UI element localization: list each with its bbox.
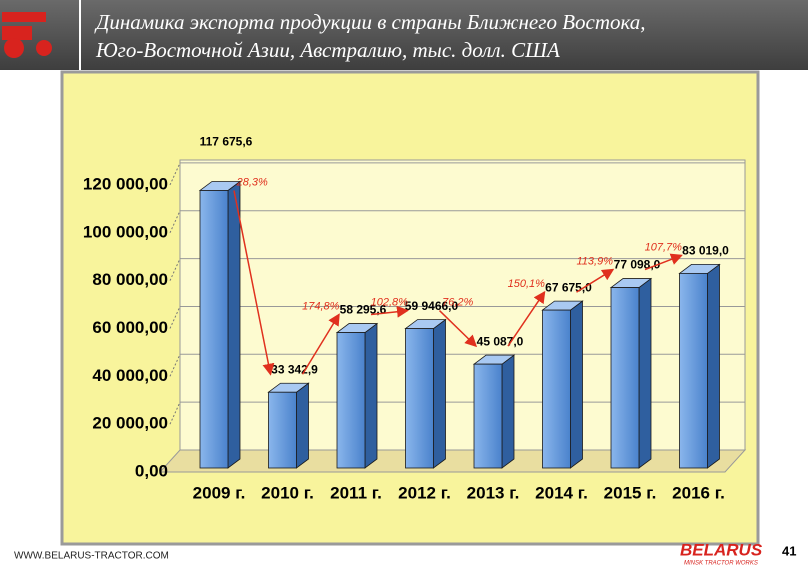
- bar-side: [638, 277, 652, 469]
- brand-sub: MINSK TRACTOR WORKS: [684, 561, 758, 567]
- data-label: 59 9466,0: [405, 299, 459, 313]
- trend-arrow: [233, 190, 275, 376]
- annotation: 102,8%: [371, 296, 409, 308]
- trend-arrow: [644, 253, 683, 271]
- bar: [336, 332, 366, 469]
- x-tick-label: 2013 г.: [467, 483, 520, 502]
- bar: [542, 309, 571, 469]
- grid-connector: [169, 354, 181, 377]
- grid-connector: [169, 210, 181, 233]
- annotation: 113,9%: [577, 255, 614, 267]
- bar: [610, 287, 640, 469]
- bar-side: [433, 318, 446, 469]
- x-tick-label: 2014 г.: [535, 483, 588, 502]
- trend-arrow: [576, 268, 615, 293]
- bar-side: [570, 300, 583, 469]
- x-tick-label: 2012 г.: [398, 483, 451, 502]
- y-tick-label: 0,00: [135, 461, 168, 480]
- title: Юго-Восточной Азии, Австралию, тыс. долл…: [95, 38, 560, 62]
- logo: [2, 12, 52, 58]
- y-tick-label: 40 000,00: [92, 366, 168, 385]
- trend-arrow: [301, 313, 340, 375]
- grid-connector: [169, 306, 181, 329]
- y-tick-label: 120 000,00: [83, 174, 168, 193]
- y-tick-label: 60 000,00: [92, 318, 168, 337]
- bar-side: [501, 354, 515, 469]
- y-tick-label: 100 000,00: [83, 222, 168, 241]
- data-label: 77 098,0: [614, 258, 661, 272]
- bar-side: [296, 382, 309, 469]
- bar: [473, 363, 503, 469]
- page-number: 41: [782, 543, 796, 558]
- y-tick-label: 80 000,00: [92, 270, 168, 289]
- data-label: 45 087,0: [477, 334, 524, 348]
- data-label: 67 675,0: [545, 280, 592, 294]
- trend-arrow: [438, 310, 478, 348]
- bar-side: [707, 263, 720, 469]
- title: Динамика экспорта продукции в страны Бли…: [94, 10, 646, 34]
- footer-url: WWW.BELARUS-TRACTOR.COM: [14, 551, 169, 562]
- bar: [199, 190, 229, 469]
- x-tick-label: 2015 г.: [604, 483, 657, 502]
- trend-arrow: [507, 290, 546, 347]
- annotation: 76,2%: [442, 296, 473, 308]
- bar: [268, 391, 297, 469]
- floor: [158, 449, 747, 473]
- annotation: 174,8%: [302, 300, 340, 312]
- annotation: 28,3%: [236, 176, 268, 188]
- grid-connector: [169, 401, 181, 425]
- grid-connector: [169, 162, 181, 186]
- grid-connector: [169, 258, 181, 281]
- bar-side: [227, 180, 241, 469]
- data-label: 33 342,9: [271, 362, 318, 376]
- back-wall: [179, 159, 746, 471]
- header-band: [0, 0, 808, 70]
- x-tick-label: 2016 г.: [672, 483, 725, 502]
- x-tick-label: 2011 г.: [330, 483, 382, 502]
- x-tick-label: 2009 г.: [193, 483, 246, 502]
- data-label: 83 019,0: [682, 244, 729, 258]
- annotation: 107,7%: [645, 241, 683, 253]
- data-label: 117 675,6: [200, 135, 253, 149]
- data-label: 58 295,6: [340, 303, 387, 317]
- annotation: 150,1%: [508, 278, 546, 290]
- trend-arrow: [370, 305, 409, 318]
- bar: [405, 328, 434, 469]
- brand: BELARUS: [680, 540, 763, 559]
- x-tick-label: 2010 г.: [261, 483, 314, 502]
- y-tick-label: 20 000,00: [92, 414, 168, 433]
- bar-side: [364, 322, 378, 469]
- bar: [679, 272, 708, 469]
